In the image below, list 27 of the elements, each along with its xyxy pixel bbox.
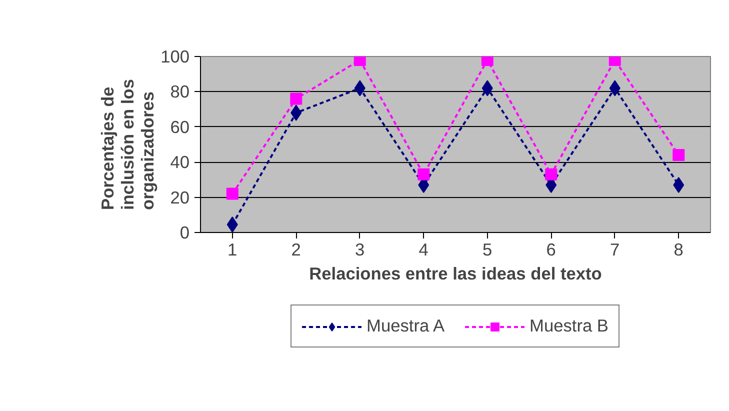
- y-tick-label: 100: [160, 46, 190, 66]
- point: [418, 168, 430, 180]
- y-axis-title: Porcentajes de inclusión en los organizadores: [98, 79, 158, 210]
- x-tick-label: 2: [291, 240, 301, 260]
- x-tick-label: 1: [228, 240, 238, 260]
- y-tick-label: 80: [170, 82, 190, 102]
- point: [226, 188, 238, 200]
- x-tick-label: 7: [610, 240, 620, 260]
- x-axis-title: Relaciones entre las ideas del texto: [309, 264, 602, 284]
- legend-label: Muestra A: [366, 316, 445, 336]
- point: [290, 92, 302, 105]
- y-tick-label: 40: [170, 152, 190, 172]
- point: [481, 56, 494, 66]
- point: [226, 216, 238, 232]
- x-tick-label: 8: [674, 240, 684, 260]
- point: [608, 56, 621, 66]
- y-tick-label: 20: [170, 187, 190, 208]
- x-tick-label: 5: [482, 240, 492, 260]
- x-tick-label: 6: [546, 240, 556, 260]
- legend-label: Muestra B: [530, 316, 608, 336]
- y-tick-label: 0: [180, 222, 190, 242]
- point: [354, 56, 366, 66]
- y-tick-label: 60: [170, 116, 190, 137]
- x-tick-label: 4: [418, 240, 429, 260]
- point: [672, 149, 685, 162]
- point: [545, 168, 558, 180]
- x-tick-label: 3: [355, 240, 365, 260]
